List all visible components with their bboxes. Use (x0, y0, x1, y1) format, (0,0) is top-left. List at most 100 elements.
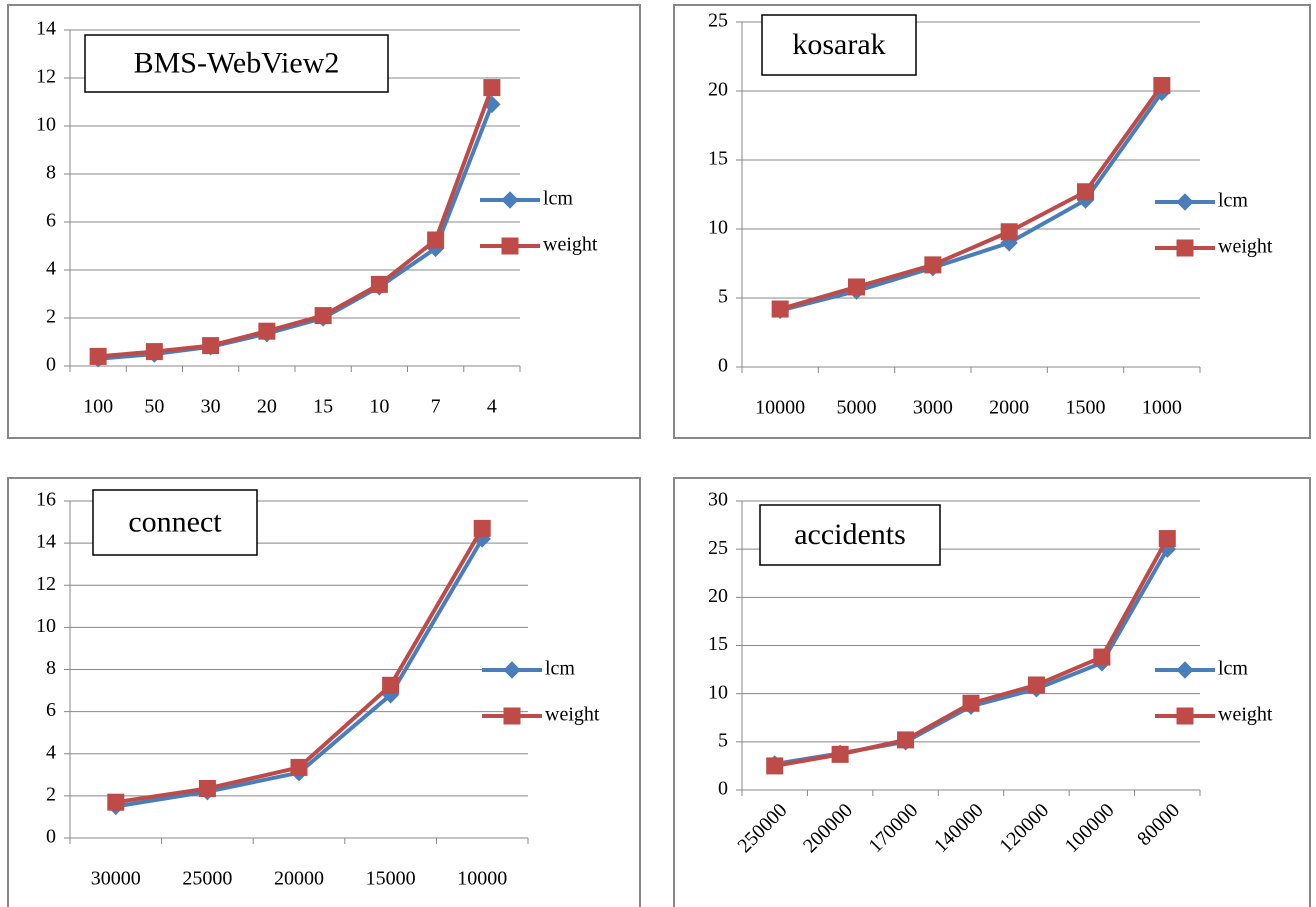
y-tick-label: 10 (708, 681, 728, 703)
x-tick-label: 30000 (91, 868, 141, 890)
marker (1000, 223, 1018, 241)
marker (1153, 76, 1171, 94)
x-tick-label: 50 (144, 396, 164, 418)
y-tick-label: 8 (46, 657, 56, 679)
y-tick-label: 4 (46, 258, 56, 280)
y-tick-label: 10 (36, 615, 56, 637)
legend-label: weight (543, 234, 598, 256)
y-tick-label: 0 (46, 826, 56, 848)
marker (290, 758, 308, 776)
marker (107, 793, 125, 811)
y-tick-label: 5 (718, 729, 728, 751)
chart-frame (673, 4, 1311, 439)
legend-label: lcm (545, 658, 575, 680)
y-tick-label: 5 (718, 286, 728, 308)
marker (202, 337, 220, 355)
title-box (84, 34, 389, 93)
x-tick-label: 5000 (837, 397, 877, 419)
x-tick-label: 100 (83, 396, 113, 418)
y-tick-label: 4 (46, 741, 56, 763)
legend-label: lcm (1218, 190, 1248, 212)
title-box (761, 14, 917, 76)
y-tick-label: 12 (36, 573, 56, 595)
chart: 0 2 4 6 8 10 12 14 100 50 30 20 15 10 7 4 lcm weight BMS-W… (7, 4, 641, 439)
marker (473, 519, 491, 537)
y-tick-label: 0 (718, 778, 728, 800)
y-tick-label: 0 (46, 354, 56, 376)
y-tick-label: 2 (46, 783, 56, 805)
y-tick-label: 10 (708, 217, 728, 239)
marker (1176, 661, 1194, 679)
marker (89, 347, 107, 365)
x-tick-label: 1000 (1142, 397, 1182, 419)
chart: 0 2 4 6 8 10 12 14 16 30000 25000 20000 15000 10000 lc… (7, 477, 641, 907)
x-tick-label: 20 (257, 396, 277, 418)
y-tick-label: 15 (708, 148, 728, 170)
marker (198, 780, 216, 798)
marker (1158, 530, 1176, 548)
marker (897, 731, 915, 749)
y-tick-label: 2 (46, 306, 56, 328)
x-tick-label: 7 (431, 396, 441, 418)
marker (501, 191, 519, 209)
chart-title: connect (128, 505, 222, 538)
y-tick-label: 12 (36, 66, 56, 88)
series-line (779, 84, 1164, 311)
legend-label: weight (545, 704, 600, 726)
x-tick-label: 10 (369, 396, 389, 418)
y-tick-label: 14 (36, 18, 56, 40)
marker (831, 745, 849, 763)
x-tick-label: 25000 (182, 868, 232, 890)
marker (314, 307, 332, 325)
marker (766, 757, 784, 775)
marker (924, 256, 942, 274)
x-tick-label: 3000 (913, 397, 953, 419)
x-tick-label: 4 (487, 396, 497, 418)
x-tick-label: 10000 (457, 868, 507, 890)
marker (427, 231, 445, 249)
marker (370, 275, 388, 293)
legend-label: lcm (1218, 658, 1248, 680)
x-tick-label: 10000 (755, 397, 805, 419)
y-tick-label: 30 (708, 489, 728, 511)
title-box (759, 504, 941, 566)
y-tick-label: 10 (36, 114, 56, 136)
series-line (97, 103, 494, 361)
marker (1077, 183, 1094, 201)
marker (1176, 707, 1194, 725)
marker (483, 79, 501, 97)
x-tick-label: 1500 (1066, 397, 1106, 419)
x-tick-label: 15000 (366, 868, 416, 890)
legend-label: weight (1218, 704, 1273, 726)
y-tick-label: 6 (46, 210, 56, 232)
y-tick-label: 25 (708, 10, 728, 32)
marker (258, 322, 276, 340)
chart: 0 5 10 15 20 25 10000 5000 3000 2000 1500 1000 lcm we… (673, 4, 1311, 439)
y-tick-label: 16 (36, 489, 56, 511)
y-tick-label: 20 (708, 79, 728, 101)
x-tick-label: 2000 (989, 397, 1029, 419)
chart-title: accidents (794, 518, 906, 551)
title-box (92, 489, 258, 556)
marker (1027, 676, 1045, 694)
x-tick-label: 20000 (274, 868, 324, 890)
y-tick-label: 6 (46, 699, 56, 721)
legend-label: lcm (543, 188, 573, 210)
marker (962, 694, 980, 712)
marker (145, 343, 163, 361)
y-tick-label: 15 (708, 633, 728, 655)
marker (1176, 239, 1194, 257)
marker (501, 237, 519, 255)
y-tick-label: 20 (708, 585, 728, 607)
marker (1176, 193, 1194, 211)
marker (503, 661, 521, 679)
chart-title: kosarak (792, 28, 885, 61)
y-tick-label: 0 (718, 355, 728, 377)
marker (1093, 648, 1111, 666)
marker (382, 676, 400, 694)
series-line (779, 91, 1164, 313)
legend-label: weight (1218, 236, 1273, 258)
